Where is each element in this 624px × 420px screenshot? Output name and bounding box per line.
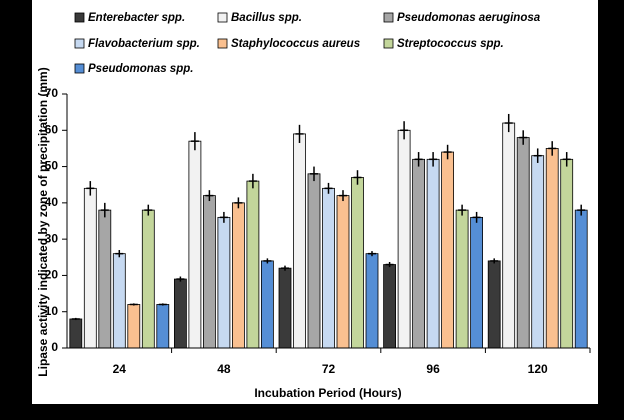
- bar: [322, 187, 335, 349]
- legend-label: Enterebacter spp.: [88, 12, 185, 24]
- bar: [231, 202, 245, 349]
- bar: [141, 209, 155, 349]
- y-tick-label: 30: [45, 231, 59, 245]
- bar: [127, 304, 141, 349]
- y-tick-label: 20: [45, 268, 59, 282]
- bar: [426, 158, 440, 349]
- bar: [502, 122, 516, 349]
- legend-swatch: [74, 38, 85, 49]
- legend-label: Pseudomonas spp.: [88, 63, 193, 75]
- bar: [397, 129, 411, 349]
- y-tick-label: 0: [51, 340, 58, 354]
- bar: [98, 209, 112, 349]
- bar: [545, 148, 559, 349]
- bar: [83, 187, 97, 349]
- y-tick-label: 10: [45, 304, 59, 318]
- bar: [112, 253, 126, 349]
- bar: [246, 180, 260, 349]
- legend-swatch: [383, 38, 394, 49]
- bar: [412, 158, 426, 349]
- legend-label: Staphylococcus aureus: [231, 38, 360, 50]
- bar: [470, 216, 484, 349]
- bar: [202, 195, 216, 349]
- bar: [487, 260, 501, 349]
- bar: [455, 209, 469, 349]
- bar: [156, 304, 170, 349]
- bar: [173, 278, 187, 349]
- bar: [560, 158, 574, 349]
- legend-label: Flavobacterium spp.: [88, 38, 200, 50]
- legend-label: Pseudomonas aeruginosa: [397, 12, 541, 24]
- legend-label: Bacillus spp.: [231, 12, 302, 24]
- y-axis-label: Lipase activity indicated by zone of pre…: [36, 67, 50, 376]
- bar: [336, 195, 350, 349]
- x-tick-label: 72: [322, 362, 336, 376]
- legend-swatch: [217, 12, 228, 23]
- legend-swatch: [74, 63, 85, 74]
- x-axis-label: Incubation Period (Hours): [254, 386, 401, 400]
- bar: [441, 151, 455, 349]
- bar: [531, 155, 545, 349]
- x-tick-label: 24: [113, 362, 127, 376]
- bar: [188, 140, 202, 349]
- legend-label: Streptococcus spp.: [397, 38, 504, 50]
- y-tick-label: 50: [45, 159, 59, 173]
- y-tick-label: 60: [45, 122, 59, 136]
- legend-swatch: [74, 12, 85, 23]
- legend-swatch: [383, 12, 394, 23]
- bar: [383, 264, 397, 349]
- x-tick-label: 120: [528, 362, 548, 376]
- bar: [574, 209, 588, 349]
- y-tick-label: 40: [45, 195, 59, 209]
- x-tick-label: 48: [217, 362, 231, 376]
- bar: [516, 137, 530, 349]
- bar: [351, 177, 364, 349]
- x-tick-label: 96: [426, 362, 440, 376]
- bar: [307, 173, 321, 349]
- y-tick-label: 70: [45, 86, 59, 100]
- bar: [69, 318, 83, 349]
- bar: [260, 260, 274, 349]
- bar: [278, 267, 292, 349]
- bar: [217, 216, 231, 349]
- bar: [365, 253, 379, 349]
- legend-swatch: [217, 38, 228, 49]
- bar: [293, 133, 306, 349]
